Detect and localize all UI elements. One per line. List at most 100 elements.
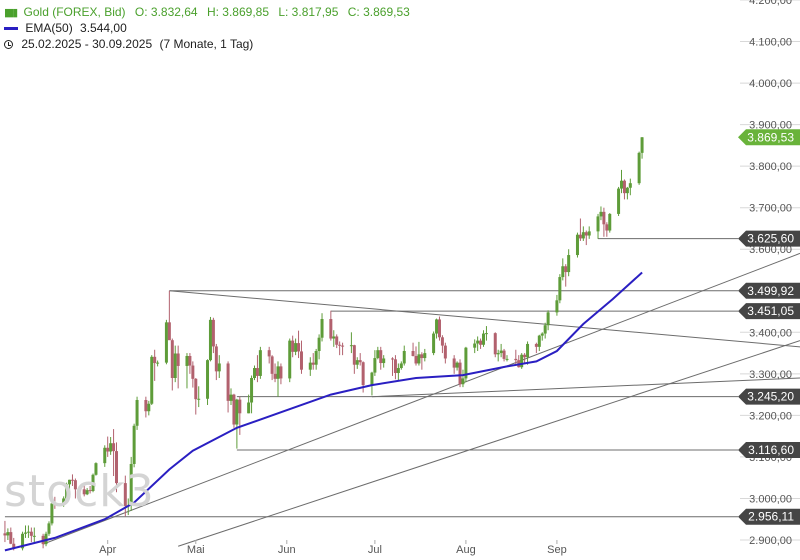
candle-body[interactable] [150, 356, 154, 404]
candle-body[interactable] [461, 378, 465, 385]
candle-body[interactable] [211, 319, 215, 347]
candle-body[interactable] [526, 343, 530, 358]
candle-body[interactable] [332, 336, 336, 339]
candle-body[interactable] [355, 360, 359, 365]
candle-body[interactable] [361, 362, 365, 386]
candle-body[interactable] [605, 224, 609, 231]
candle-body[interactable] [540, 333, 544, 336]
candle-body[interactable] [502, 350, 506, 359]
candle-body[interactable] [514, 358, 518, 361]
candle-body[interactable] [288, 340, 292, 379]
candle-body[interactable] [214, 346, 218, 372]
candle-body[interactable] [291, 340, 295, 352]
candle-body[interactable] [197, 398, 201, 400]
candle-body[interactable] [546, 312, 550, 326]
candle-body[interactable] [238, 399, 242, 414]
candle-body[interactable] [279, 366, 283, 379]
candle-body[interactable] [373, 358, 377, 373]
legend-ema-row[interactable]: EMA(50) 3.544,00 [4, 20, 127, 36]
candle-body[interactable] [50, 503, 54, 524]
candle-body[interactable] [297, 343, 301, 352]
candle-body[interactable] [396, 368, 400, 374]
candle-body[interactable] [482, 333, 486, 345]
candle-body[interactable] [505, 358, 509, 360]
candle-body[interactable] [91, 474, 95, 491]
candle-body[interactable] [106, 447, 110, 452]
candle-body[interactable] [335, 336, 339, 345]
candle-body[interactable] [294, 343, 298, 352]
candle-body[interactable] [314, 351, 318, 365]
candle-body[interactable] [440, 337, 444, 346]
candle-body[interactable] [85, 490, 89, 495]
candle-body[interactable] [255, 368, 259, 376]
candle-body[interactable] [250, 378, 254, 403]
candle-body[interactable] [411, 351, 415, 356]
candle-body[interactable] [625, 187, 629, 194]
candle-body[interactable] [420, 354, 424, 359]
candle-body[interactable] [484, 333, 488, 335]
candle-body[interactable] [194, 378, 198, 400]
candle-body[interactable] [376, 350, 380, 359]
candle-body[interactable] [82, 489, 86, 495]
candle-body[interactable] [417, 354, 421, 364]
candle-body[interactable] [70, 479, 74, 481]
candle-body[interactable] [147, 403, 151, 412]
candle-body[interactable] [476, 340, 480, 344]
candle-body[interactable] [247, 402, 251, 414]
candle-body[interactable] [455, 362, 459, 368]
candle-body[interactable] [458, 362, 462, 385]
candle-body[interactable] [267, 350, 271, 357]
candle-body[interactable] [602, 211, 606, 225]
candle-body[interactable] [617, 188, 621, 214]
candle-body[interactable] [3, 533, 7, 536]
candle-body[interactable] [499, 350, 503, 354]
candle-body[interactable] [44, 533, 48, 545]
candle-body[interactable] [65, 484, 69, 499]
candle-body[interactable] [567, 255, 571, 273]
candle-body[interactable] [320, 319, 324, 338]
candle-body[interactable] [176, 353, 180, 366]
candle-body[interactable] [620, 180, 624, 189]
candle-body[interactable] [88, 490, 92, 492]
candle-body[interactable] [393, 359, 397, 374]
candle-body[interactable] [520, 354, 524, 368]
candle-body[interactable] [370, 372, 374, 386]
candle-body[interactable] [473, 343, 477, 348]
candle-body[interactable] [12, 543, 16, 549]
candle-body[interactable] [493, 333, 497, 355]
candle-body[interactable] [423, 353, 427, 359]
candle-body[interactable] [437, 319, 441, 338]
candle-body[interactable] [432, 333, 436, 354]
candle-body[interactable] [217, 363, 221, 372]
candle-body[interactable] [329, 319, 333, 339]
candle-body[interactable] [208, 319, 212, 361]
candle-body[interactable] [32, 535, 36, 537]
candle-body[interactable] [581, 232, 585, 239]
candle-body[interactable] [640, 137, 644, 153]
candle-body[interactable] [21, 533, 25, 549]
candle-body[interactable] [390, 358, 394, 360]
candle-body[interactable] [379, 350, 383, 364]
candle-body[interactable] [229, 394, 233, 401]
candle-body[interactable] [561, 266, 565, 278]
candle-body[interactable] [464, 347, 468, 379]
candle-body[interactable] [622, 180, 626, 194]
candle-body[interactable] [6, 532, 10, 536]
candle-body[interactable] [226, 363, 230, 401]
candle-body[interactable] [299, 351, 303, 370]
candle-body[interactable] [112, 443, 116, 452]
candle-body[interactable] [258, 350, 262, 376]
candle-body[interactable] [270, 356, 274, 374]
candle-body[interactable] [53, 503, 57, 505]
candle-body[interactable] [94, 463, 98, 475]
candle-body[interactable] [47, 523, 51, 534]
candle-body[interactable] [9, 532, 13, 544]
candle-body[interactable] [338, 344, 342, 346]
candle-body[interactable] [188, 355, 192, 366]
candle-body[interactable] [414, 355, 418, 364]
candle-body[interactable] [578, 234, 582, 239]
candle-body[interactable] [153, 356, 157, 364]
candle-body[interactable] [599, 211, 603, 217]
candle-body[interactable] [123, 483, 127, 506]
candle-body[interactable] [191, 365, 195, 379]
